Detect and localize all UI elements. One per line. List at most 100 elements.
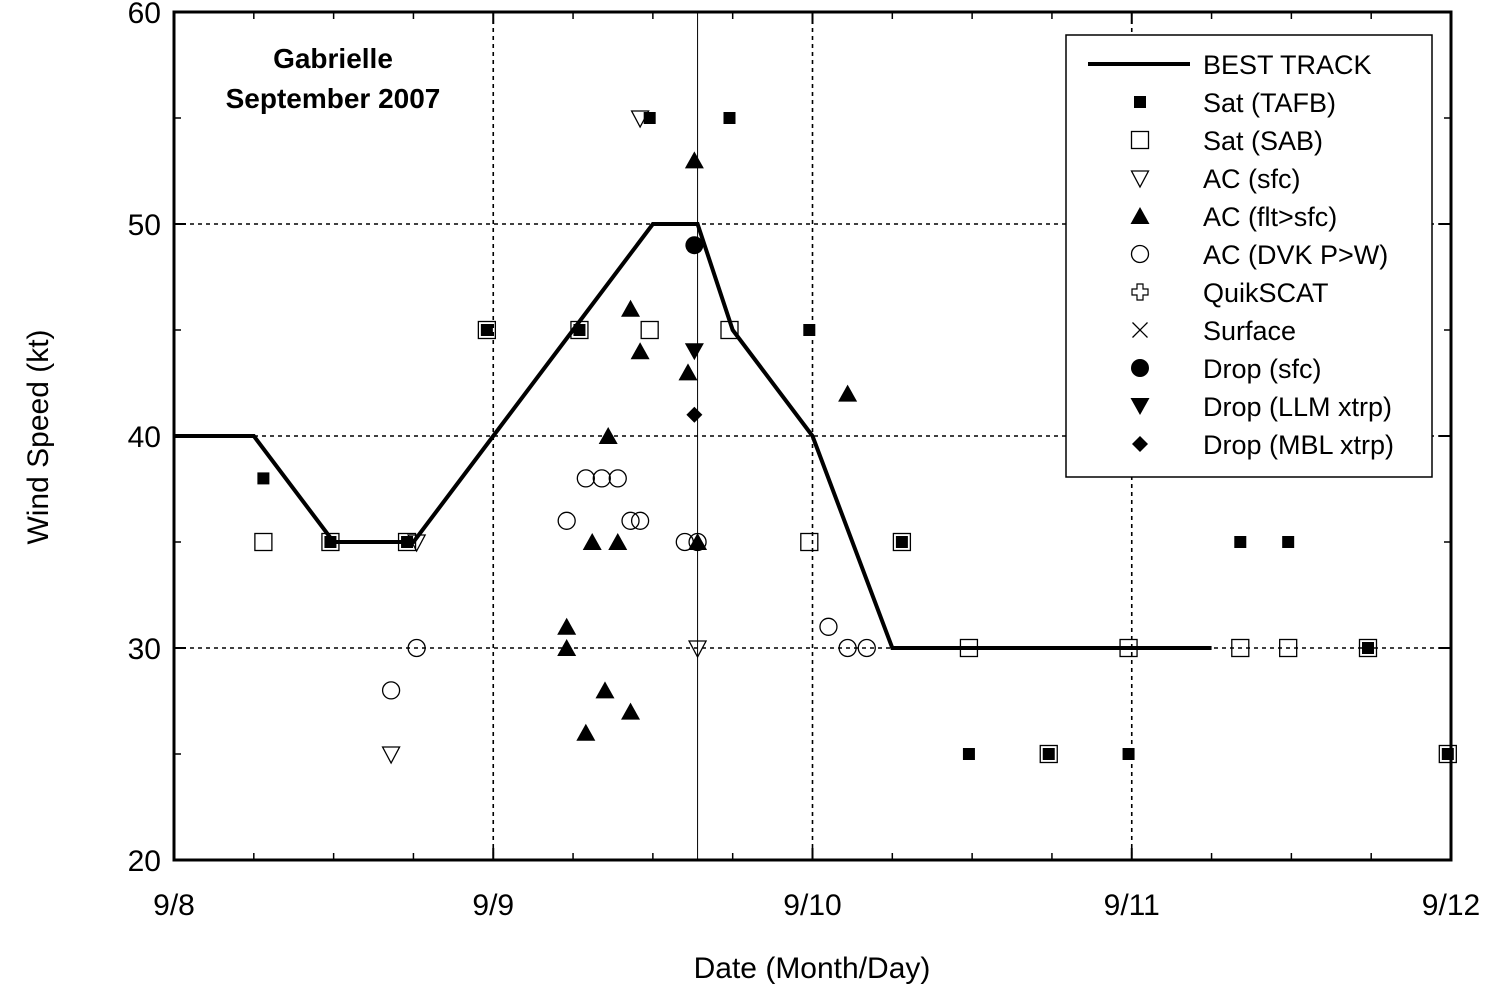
legend-symbol-ac-dvk-p-w [1130, 244, 1150, 264]
ac-dvk-p-w-point [407, 638, 426, 658]
ac-sfc-point [407, 534, 427, 553]
ac-flt-sfc-point [684, 151, 704, 169]
x-tick-label: 9/10 [783, 889, 841, 922]
legend-symbol-quikscat [1131, 283, 1149, 301]
legend-symbol-sat-sab [1130, 130, 1150, 150]
legend-label-drop-sfc: Drop (sfc) [1203, 354, 1322, 384]
ac-flt-sfc-point [678, 363, 698, 381]
sat-tafb-point [1282, 536, 1295, 548]
sat-tafb-point [723, 112, 736, 124]
sat-sab-point [1279, 638, 1298, 658]
axis-ticks [173, 11, 1452, 861]
ac-dvk-p-w-point [819, 617, 838, 636]
sat-sab-point [892, 532, 912, 552]
ac-flt-sfc-point [595, 681, 615, 699]
sat-sab-point [1039, 744, 1058, 764]
sat-tafb-point [1361, 642, 1374, 654]
drop-mbl-xtrp-point [686, 406, 703, 423]
legend-label-ac-dvk-p-w: AC (DVK P>W) [1203, 240, 1388, 270]
legend-label-drop-mbl-xtrp: Drop (MBL xtrp) [1203, 430, 1394, 460]
ac-flt-sfc-point [557, 617, 577, 635]
ac-dvk-p-w-point [592, 469, 611, 488]
legend-label-surface: Surface [1203, 316, 1296, 346]
sat-tafb-point [1042, 748, 1055, 760]
ac-dvk-p-w-point [838, 638, 857, 658]
sat-tafb-point [1234, 536, 1247, 548]
ac-dvk-p-w-point [621, 511, 640, 530]
sat-tafb-point [803, 324, 816, 336]
legend-label-sat-tafb: Sat (TAFB) [1203, 88, 1336, 118]
x-tick-label: 9/8 [153, 889, 195, 922]
legend-symbol-ac-sfc [1130, 170, 1150, 189]
legend: BEST TRACK Sat (TAFB) Sat (SAB) AC (sfc) AC … [1065, 34, 1433, 478]
sat-sab-point [720, 320, 739, 340]
sat-sab-point [640, 320, 659, 340]
ac-dvk-p-w-point [381, 681, 401, 700]
ac-flt-sfc-point [576, 723, 596, 741]
sat-tafb-point [480, 324, 493, 336]
x-tick-label: 9/11 [1104, 889, 1160, 922]
sat-sab-point [1438, 744, 1457, 764]
ac-flt-sfc-point [621, 702, 641, 720]
sat-tafb-point [1122, 748, 1135, 760]
ac-flt-sfc-point [621, 299, 641, 317]
legend-label-ac-sfc: AC (sfc) [1203, 164, 1301, 194]
legend-symbol-drop-sfc [1131, 359, 1149, 377]
sat-sab-point [477, 320, 497, 340]
sat-sab-point [959, 638, 979, 658]
sat-sab-point [1231, 638, 1250, 658]
sat-sab-point [570, 320, 589, 340]
ac-flt-sfc-point [838, 384, 858, 402]
sat-tafb-point [895, 536, 908, 548]
legend-label-ac-flt-sfc: AC (flt>sfc) [1203, 202, 1337, 232]
ac-flt-sfc-point [582, 533, 602, 550]
legend-symbol-sat-tafb [1134, 96, 1146, 108]
legend-symbol-ac-flt-sfc [1130, 207, 1150, 224]
legend-symbol-drop-mbl-xtrp [1132, 436, 1148, 452]
ac-flt-sfc-point [608, 533, 628, 550]
y-tick-label: 20 [128, 845, 161, 878]
y-tick-label: 40 [128, 421, 161, 454]
legend-label-best-track: BEST TRACK [1203, 50, 1372, 80]
y-tick-label: 30 [128, 633, 161, 666]
legend-box [1065, 34, 1433, 478]
ac-dvk-p-w-point [557, 511, 576, 530]
drop-llm-xtrp-point [684, 343, 704, 361]
ac-flt-sfc-point [630, 342, 650, 360]
x-axis-label: Date (Month/Day) [694, 952, 931, 985]
data-markers-layer [254, 110, 1457, 765]
sat-sab-point [1358, 638, 1378, 658]
sat-sab-point [397, 532, 417, 552]
y-axis-label: Wind Speed (kt) [22, 329, 55, 544]
ac-dvk-p-w-point [675, 532, 694, 552]
sat-sab-point [1119, 638, 1138, 658]
x-tick-label: 9/9 [472, 889, 514, 922]
chart-title-line-1: Gabrielle [273, 43, 393, 74]
ac-dvk-p-w-point [857, 638, 876, 658]
sat-tafb-point [324, 536, 337, 548]
y-tick-label: 50 [128, 209, 161, 242]
sat-sab-point [800, 532, 819, 552]
x-tick-label: 9/12 [1422, 889, 1480, 922]
ac-flt-sfc-point [557, 639, 577, 656]
legend-label-quikscat: QuikSCAT [1203, 278, 1329, 308]
ac-sfc-point [381, 746, 401, 765]
ac-dvk-p-w-point [608, 469, 627, 488]
legend-label-drop-llm-xtrp: Drop (LLM xtrp) [1203, 392, 1392, 422]
legend-symbol-drop-llm-xtrp [1130, 398, 1150, 415]
sat-sab-point [321, 532, 340, 552]
ac-dvk-p-w-point [630, 511, 650, 530]
sat-tafb-point [962, 748, 975, 760]
sat-tafb-point [257, 472, 270, 485]
y-tick-label: 60 [128, 0, 161, 30]
chart-title-line-2: September 2007 [226, 83, 441, 114]
sat-sab-point [254, 532, 273, 552]
ac-dvk-p-w-point [576, 469, 595, 488]
ac-flt-sfc-point [598, 427, 618, 444]
ac-sfc-point [630, 110, 650, 129]
legend-symbol-surface [1132, 322, 1148, 338]
legend-label-sat-sab: Sat (SAB) [1203, 126, 1323, 156]
drop-sfc-point [685, 236, 704, 255]
